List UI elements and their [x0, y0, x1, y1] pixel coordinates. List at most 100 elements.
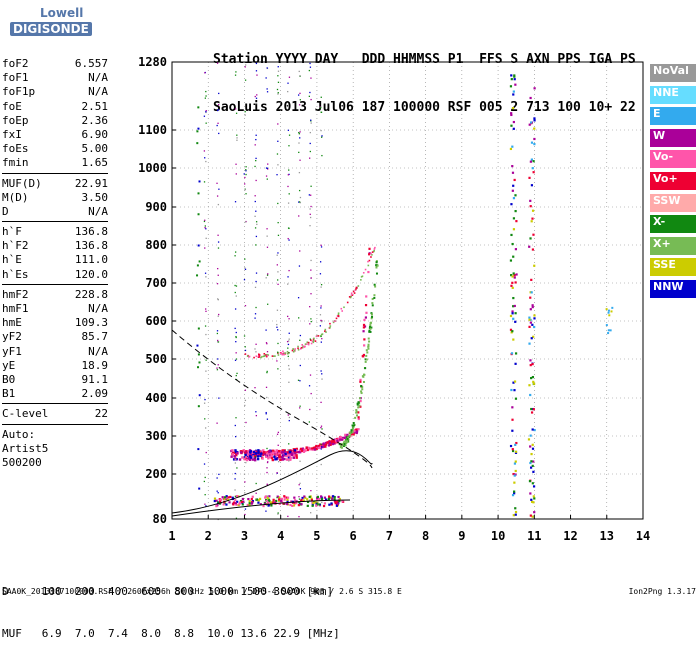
echo-point: [255, 62, 258, 65]
legend-item: NoVal: [650, 64, 696, 82]
echo-point: [362, 330, 365, 333]
echo-point: [320, 443, 324, 446]
echo-point: [320, 319, 322, 322]
echo-point: [255, 235, 258, 238]
echo-point: [320, 111, 323, 113]
echo-point: [264, 495, 267, 498]
echo-point: [287, 352, 289, 355]
param-value: 2.09: [81, 387, 109, 401]
echo-point: [288, 368, 290, 370]
echo-point: [509, 85, 513, 88]
echo-point: [513, 389, 516, 392]
echo-point: [283, 353, 285, 356]
echo-point: [513, 380, 517, 383]
echo-point: [266, 483, 268, 485]
echo-point: [260, 356, 262, 359]
echo-point: [513, 481, 516, 484]
echo-point: [261, 457, 264, 460]
echo-point: [292, 456, 296, 459]
echo-point: [295, 500, 298, 503]
echo-point: [327, 495, 331, 498]
echo-point: [267, 498, 271, 501]
echo-point: [364, 358, 367, 361]
echo-point: [530, 411, 534, 414]
echo-point: [277, 66, 279, 68]
echo-point: [276, 496, 278, 499]
echo-point: [293, 499, 297, 502]
echo-point: [273, 455, 276, 458]
echo-point: [287, 283, 289, 285]
echo-point: [284, 452, 287, 456]
echo-point: [255, 244, 257, 246]
echo-point: [309, 306, 311, 308]
echo-point: [310, 498, 314, 501]
echo-point: [248, 503, 251, 507]
echo-point: [297, 94, 300, 96]
echo-point: [365, 311, 368, 314]
echo-point: [256, 74, 258, 76]
echo-point: [351, 430, 354, 433]
echo-point: [203, 115, 206, 117]
echo-point: [371, 304, 374, 307]
echo-point: [355, 428, 358, 431]
echo-point: [341, 310, 344, 312]
echo-point: [346, 301, 349, 304]
echo-point: [287, 90, 289, 93]
plot-frame: [171, 61, 644, 520]
echo-point: [320, 426, 322, 429]
echo-point: [299, 407, 301, 409]
echo-point: [278, 496, 281, 499]
echo-point: [311, 340, 314, 342]
echo-point: [511, 449, 515, 453]
echo-point: [348, 434, 351, 437]
echo-point: [532, 171, 535, 174]
echo-point: [298, 498, 301, 500]
echo-point: [297, 345, 299, 348]
echo-point: [509, 328, 513, 331]
echo-point: [346, 440, 349, 443]
echo-point: [362, 326, 366, 329]
echo-point: [371, 302, 374, 305]
echo-point: [363, 325, 367, 328]
echo-point: [320, 341, 322, 343]
echo-point: [248, 455, 252, 458]
echo-point: [308, 385, 311, 387]
echo-point: [217, 274, 219, 276]
echo-point: [205, 333, 207, 336]
echo-point: [215, 499, 218, 502]
echo-point: [315, 447, 318, 450]
echo-point: [244, 258, 246, 260]
echo-point: [509, 314, 513, 318]
echo-point: [252, 450, 256, 454]
echo-point: [288, 173, 290, 176]
echo-point: [235, 417, 237, 419]
legend-item: X-: [650, 215, 696, 234]
echo-point: [310, 98, 312, 101]
echo-point: [509, 444, 513, 448]
echo-point: [368, 253, 371, 256]
echo-point: [304, 343, 307, 345]
echo-point: [244, 492, 246, 494]
x-tick-label: 6: [350, 529, 357, 543]
echo-point: [512, 255, 515, 258]
param-label: h`F: [2, 225, 22, 239]
echo-point: [244, 79, 247, 81]
echo-point: [276, 264, 278, 266]
echo-point: [274, 455, 278, 458]
echo-point: [266, 471, 268, 474]
echo-point: [204, 157, 206, 159]
echo-point: [197, 213, 200, 216]
echo-point: [217, 234, 219, 236]
echo-point: [350, 429, 353, 432]
echo-point: [254, 348, 256, 350]
param-value: 18.9: [81, 358, 109, 372]
echo-point: [513, 74, 516, 77]
echo-point: [254, 95, 256, 98]
echo-point: [299, 488, 302, 490]
echo-point: [298, 484, 300, 486]
echo-point: [217, 299, 220, 301]
echo-point: [360, 390, 363, 393]
file-info: SAA0K_2013187100000.RSF / 260fx256h 50 k…: [2, 587, 402, 596]
echo-point: [309, 408, 311, 411]
echo-point: [288, 419, 290, 422]
